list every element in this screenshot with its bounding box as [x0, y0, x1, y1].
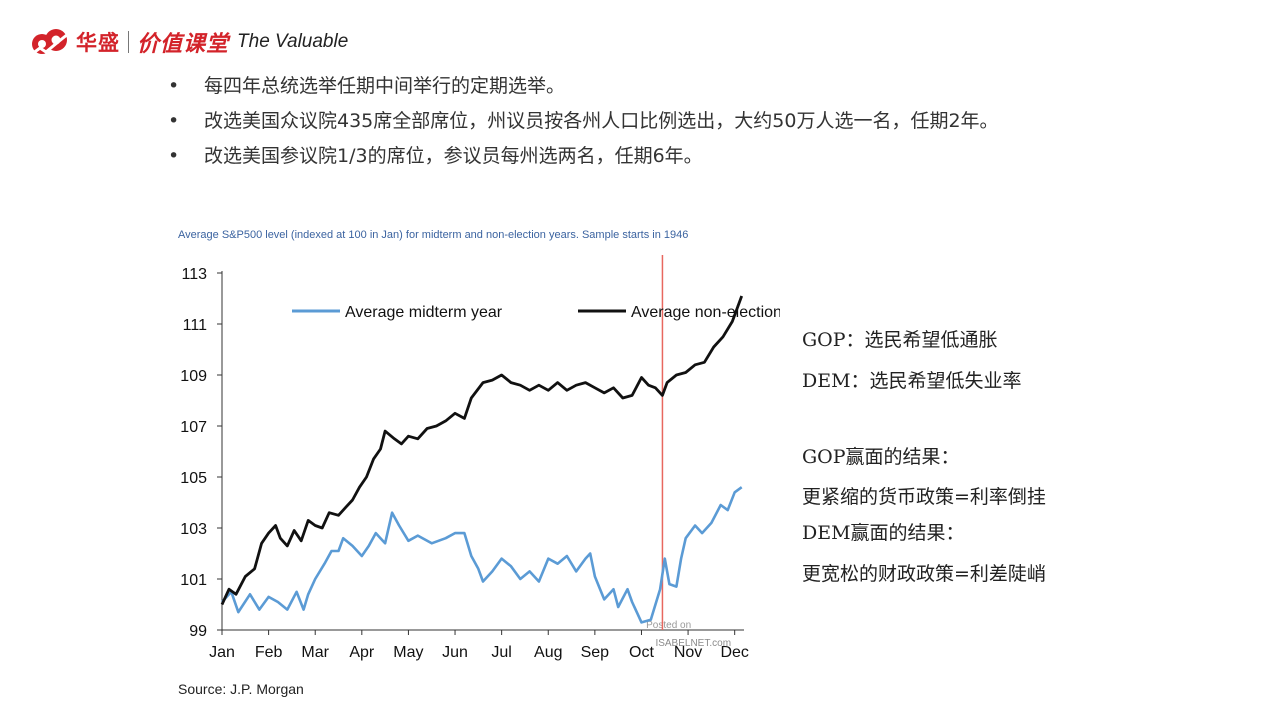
y-tick-label: 111: [183, 317, 207, 334]
note-dem-win: DEM赢面的结果：: [802, 522, 965, 544]
note-dem-view: DEM：选民希望低失业率: [802, 370, 1022, 392]
brand-name: 华盛: [76, 31, 120, 55]
bullet-item: 改选美国众议院435席全部席位，州议员按各州人口比例选出，大约50万人选一名，任…: [168, 109, 1108, 134]
bullet-item: 改选美国参议院1/3的席位，参议员每州选两名，任期6年。: [168, 144, 1108, 169]
watermark-isabelnet: ISABELNET.com: [655, 638, 731, 649]
logo-divider: [128, 31, 129, 53]
x-tick-label: Jul: [491, 644, 511, 661]
watermark-posted-on: Posted on: [646, 620, 691, 631]
series-line-midterm: [221, 486, 743, 624]
y-tick-label: 109: [180, 368, 207, 385]
x-tick-label: Jan: [209, 644, 235, 661]
legend-label: Average non-election year: [631, 304, 780, 321]
chart-source: Source: J.P. Morgan: [178, 681, 304, 697]
logo: 华盛 价值课堂 The Valuable: [28, 22, 348, 62]
x-tick-label: Apr: [349, 644, 375, 661]
note-gop-result: 更紧缩的货币政策=利率倒挂: [802, 486, 1046, 508]
y-tick-label: 101: [180, 572, 207, 589]
y-tick-label: 113: [181, 266, 207, 283]
x-tick-label: Nov: [674, 644, 702, 661]
brand-subtitle: 价值课堂: [137, 32, 230, 57]
y-tick-label: 105: [180, 470, 207, 487]
bullet-list: 每四年总统选举任期中间举行的定期选举。 改选美国众议院435席全部席位，州议员按…: [168, 74, 1108, 179]
series-line-non-election: [220, 295, 744, 606]
note-gop-win: GOP赢面的结果：: [802, 446, 960, 468]
note-gop-view: GOP：选民希望低通胀: [802, 329, 998, 351]
x-tick-label: Feb: [255, 644, 283, 661]
sp500-chart: 99 101 103 105 107 109 111 113 Jan Feb Mar Apr May Ju…: [180, 255, 780, 661]
bullet-item: 每四年总统选举任期中间举行的定期选举。: [168, 74, 1108, 99]
x-tick-label: Sep: [581, 644, 610, 661]
x-tick-label: May: [393, 644, 423, 661]
y-tick-label: 99: [189, 623, 207, 640]
huasheng-logo-icon: [31, 29, 69, 56]
y-tick-label: 107: [180, 419, 207, 436]
chart-title: Average S&P500 level (indexed at 100 in …: [178, 229, 689, 241]
x-tick-label: Jun: [442, 644, 468, 661]
x-tick-label: Dec: [720, 644, 748, 661]
y-tick-label: 103: [180, 521, 207, 538]
x-tick-label: Oct: [629, 644, 654, 661]
note-dem-result: 更宽松的财政政策=利差陡峭: [802, 563, 1046, 585]
brand-tagline: The Valuable: [237, 31, 349, 52]
x-tick-label: Aug: [534, 644, 562, 661]
legend-label: Average midterm year: [345, 304, 503, 321]
x-tick-label: Mar: [301, 644, 329, 661]
